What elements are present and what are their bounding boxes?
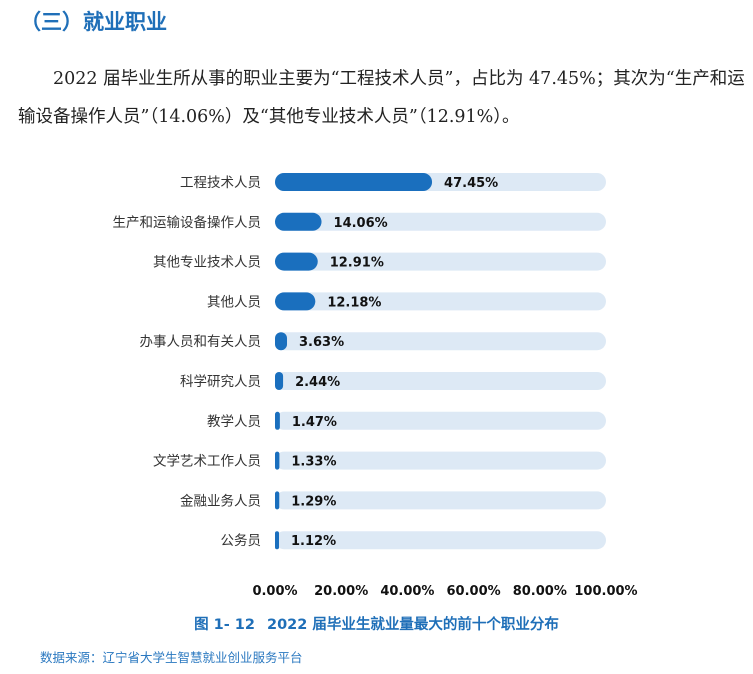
bar-track [275,212,606,231]
bar [275,212,322,231]
category-label: 生产和运输设备操作人员 [113,214,262,231]
summary-paragraph: 2022 届毕业生所从事的职业主要为“工程技术人员”，占比为 47.45%；其次… [18,69,745,127]
bar-track [275,451,606,470]
bar [275,173,433,191]
figure-number: 图 1- 12 [194,617,255,633]
category-label: 文学艺术工作人员 [153,454,261,470]
value-label: 1.47% [292,415,337,430]
value-label: 2.44% [295,375,340,390]
value-label: 1.12% [291,534,336,549]
category-label: 其他人员 [207,294,261,310]
value-label: 1.33% [291,455,336,470]
bar-track [275,332,606,351]
figure-caption: 图 1- 12 2022 届毕业生就业量最大的前十个职业分布 [0,613,753,634]
bar-track [275,411,606,430]
category-label: 工程技术人员 [180,175,261,191]
category-label: 科学研究人员 [180,374,261,390]
value-label: 47.45% [444,176,498,191]
category-label: 办事人员和有关人员 [140,334,262,350]
category-label: 其他专业技术人员 [153,255,261,271]
category-label: 教学人员 [207,414,261,430]
x-tick-label: 20.00% [314,584,368,599]
x-tick-label: 80.00% [513,584,567,599]
bar-track [275,531,606,550]
bar-chart: 工程技术人员 47.45% 生产和运输设备操作人员 14.06% 其他专业技术人员 12.… [113,173,638,599]
bar [275,372,284,390]
bar-track [275,292,606,311]
bar-track [275,372,606,390]
bar [275,451,280,470]
x-tick-label: 60.00% [447,584,501,599]
bar [275,531,279,550]
x-tick-label: 40.00% [380,584,434,599]
x-tick-label: 0.00% [252,584,297,599]
value-label: 12.91% [330,256,384,271]
category-label: 公务员 [221,533,262,549]
data-source: 数据来源：辽宁省大学生智慧就业创业服务平台 [40,650,303,665]
bar [275,411,280,430]
figure-title: 2022 届毕业生就业量最大的前十个职业分布 [266,617,559,633]
bar [275,252,318,271]
value-label: 3.63% [299,335,344,350]
value-label: 12.18% [327,295,381,310]
section-title: （三）就业职业 [20,10,167,34]
value-label: 14.06% [334,216,388,231]
bar-track [275,252,606,271]
value-label: 1.29% [291,494,336,509]
bar [275,491,280,510]
bar [275,292,316,311]
category-label: 金融业务人员 [180,493,261,509]
bar-track [275,491,606,510]
x-tick-label: 100.00% [574,584,637,599]
bar [275,332,288,351]
